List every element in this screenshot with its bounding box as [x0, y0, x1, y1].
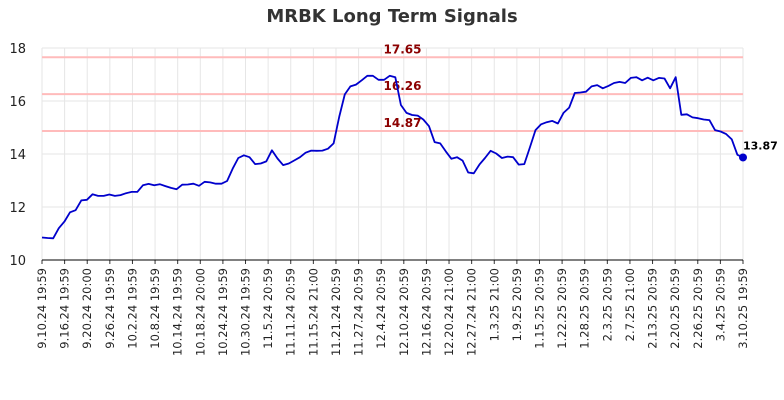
x-tick-label: 10.8.24 19:59 [148, 268, 162, 349]
x-tick-label: 9.10.24 19:59 [35, 268, 49, 349]
last-point-marker [739, 153, 747, 162]
x-tick-label: 11.21.24 20:59 [329, 268, 343, 356]
x-tick-label: 11.15.24 21:00 [306, 268, 320, 356]
x-tick-label: 9.16.24 19:59 [58, 268, 72, 349]
reference-label: 14.87 [384, 116, 422, 130]
x-tick-label: 1.3.25 21:00 [487, 268, 501, 341]
y-tick-label: 12 [9, 201, 26, 216]
reference-label: 16.26 [384, 79, 422, 93]
x-tick-label: 2.7.25 21:00 [623, 268, 637, 341]
x-tick-label: 3.4.25 20:59 [713, 268, 727, 341]
x-tick-label: 12.20.24 21:00 [442, 268, 456, 356]
y-tick-label: 16 [9, 95, 26, 110]
y-tick-label: 10 [9, 254, 26, 269]
x-tick-label: 10.30.24 19:59 [239, 268, 253, 356]
x-tick-label: 9.26.24 19:59 [103, 268, 117, 349]
reference-label: 17.65 [384, 42, 422, 56]
x-tick-label: 1.9.25 20:59 [510, 268, 524, 341]
x-tick-label: 11.11.24 20:59 [284, 268, 298, 356]
x-tick-label: 1.22.25 20:59 [555, 268, 569, 349]
x-tick-label: 10.2.24 19:59 [125, 268, 139, 349]
x-tick-label: 10.18.24 20:00 [193, 268, 207, 356]
x-tick-label: 9.20.24 20:00 [80, 268, 94, 349]
x-tick-label: 1.15.25 20:59 [532, 268, 546, 349]
x-tick-label: 2.13.25 20:59 [646, 268, 660, 349]
x-tick-label: 2.20.25 20:59 [668, 268, 682, 349]
y-tick-label: 18 [9, 42, 26, 57]
x-tick-label: 12.10.24 20:59 [397, 268, 411, 356]
x-tick-label: 11.5.24 20:59 [261, 268, 275, 349]
last-point-label: 13.87 [743, 139, 778, 152]
x-tick-label: 3.10.25 19:59 [736, 268, 750, 349]
x-tick-label: 11.27.24 20:59 [352, 268, 366, 356]
x-tick-label: 12.16.24 20:59 [419, 268, 433, 356]
x-tick-label: 1.28.25 20:59 [578, 268, 592, 349]
x-tick-label: 2.3.25 20:59 [600, 268, 614, 341]
series-line [41, 74, 744, 240]
y-tick-label: 14 [9, 148, 26, 163]
x-tick-label: 12.27.24 21:00 [465, 268, 479, 356]
x-tick-label: 12.4.24 20:59 [374, 268, 388, 349]
x-tick-label: 2.26.25 20:59 [691, 268, 705, 349]
x-tick-label: 10.14.24 19:59 [171, 268, 185, 356]
chart-title: MRBK Long Term Signals [266, 6, 518, 27]
x-tick-label: 10.24.24 19:59 [216, 268, 230, 356]
